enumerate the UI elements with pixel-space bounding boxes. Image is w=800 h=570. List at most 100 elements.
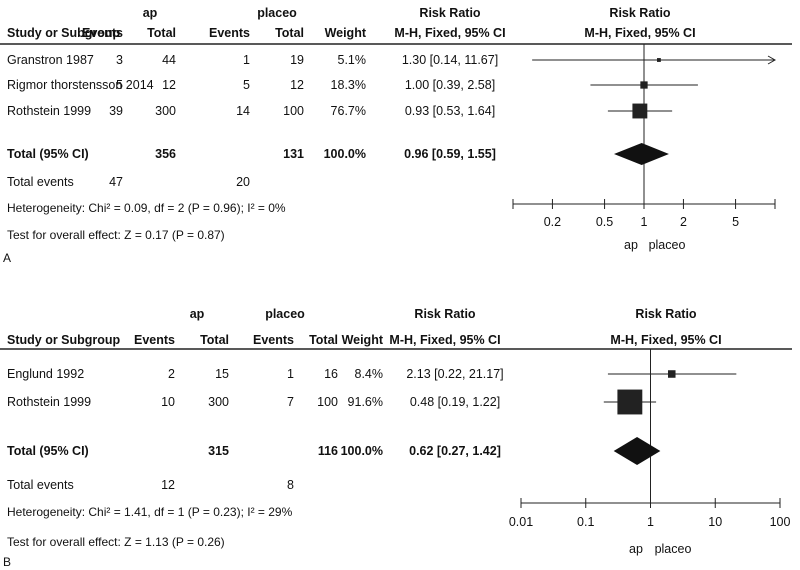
events1-value: 3: [116, 53, 123, 67]
x-tick-label: 0.1: [577, 515, 594, 529]
total-ci: 0.96 [0.59, 1.55]: [404, 147, 496, 161]
total-weight: 100.0%: [324, 147, 366, 161]
overall-effect-text: Test for overall effect: Z = 1.13 (P = 0…: [7, 535, 225, 549]
study-effect-box: [640, 81, 648, 89]
pooled-effect-diamond: [613, 437, 661, 465]
study-header: Study or Subgroup: [7, 26, 121, 40]
total1-value: 12: [162, 78, 176, 92]
weight-value: 5.1%: [338, 53, 367, 67]
study-effect-box: [667, 370, 676, 378]
total1-value: 300: [155, 104, 176, 118]
forest-panel-a: ap placeo Risk Ratio Risk Ratio Study or Sub…: [0, 6, 792, 265]
total-weight: 100.0%: [341, 444, 383, 458]
total1-header: Total: [147, 26, 176, 40]
plot-header: Risk Ratio: [609, 6, 670, 20]
weight-header: Weight: [342, 333, 384, 347]
ci-arrow: [767, 55, 777, 65]
plot-ci-header: M-H, Fixed, 95% CI: [610, 333, 721, 347]
total2-value: 19: [290, 53, 304, 67]
x-tick-label: 1: [641, 215, 648, 229]
study-name: Rigmor thorstensson 2014: [7, 78, 154, 92]
events2-value: 1: [287, 367, 294, 381]
weight-value: 18.3%: [331, 78, 366, 92]
x-tick-label: 0.2: [544, 215, 561, 229]
total2-header: Total: [309, 333, 338, 347]
total-events-label: Total events: [7, 175, 74, 189]
favours-left-label: ap: [629, 542, 643, 556]
x-tick-label: 5: [732, 215, 739, 229]
total2-value: 131: [283, 147, 304, 161]
study-header: Study or Subgroup: [7, 333, 121, 347]
total1-value: 44: [162, 53, 176, 67]
weight-value: 91.6%: [348, 395, 383, 409]
ci-value: 1.00 [0.39, 2.58]: [405, 78, 495, 92]
total-events-label: Total events: [7, 478, 74, 492]
group2-header: placeo: [257, 6, 297, 20]
total2-value: 12: [290, 78, 304, 92]
study-name: Granstron 1987: [7, 53, 94, 67]
forest-panel-b: ap placeo Risk Ratio Risk Ratio Study or Sub…: [0, 307, 792, 569]
total1-header: Total: [200, 333, 229, 347]
plot-header: Risk Ratio: [635, 307, 696, 321]
events1-value: 5: [116, 78, 123, 92]
x-tick-label: 1: [647, 515, 654, 529]
group1-header: ap: [143, 6, 158, 20]
events1-value: 10: [161, 395, 175, 409]
plot-ci-header: M-H, Fixed, 95% CI: [584, 26, 695, 40]
x-tick-label: 100: [770, 515, 791, 529]
heterogeneity-text: Heterogeneity: Chi² = 0.09, df = 2 (P = …: [7, 201, 286, 215]
group1-header: ap: [190, 307, 205, 321]
total-ci: 0.62 [0.27, 1.42]: [409, 444, 501, 458]
ci-value: 0.48 [0.19, 1.22]: [410, 395, 500, 409]
total1-value: 300: [208, 395, 229, 409]
overall-effect-text: Test for overall effect: Z = 0.17 (P = 0…: [7, 228, 225, 242]
total2-value: 16: [324, 367, 338, 381]
x-tick-label: 10: [708, 515, 722, 529]
x-tick-label: 0.01: [509, 515, 533, 529]
events1-header: Events: [134, 333, 175, 347]
study-effect-box: [632, 103, 648, 119]
total-label: Total (95% CI): [7, 147, 89, 161]
favours-left-label: ap: [624, 238, 638, 252]
study-name: Rothstein 1999: [7, 395, 91, 409]
total1-value: 356: [155, 147, 176, 161]
total-events2: 8: [287, 478, 294, 492]
total2-value: 100: [283, 104, 304, 118]
events1-header: Events: [82, 26, 123, 40]
total1-value: 15: [215, 367, 229, 381]
group2-header: placeo: [265, 307, 305, 321]
study-name: Rothstein 1999: [7, 104, 91, 118]
x-tick-label: 2: [680, 215, 687, 229]
x-tick-label: 0.5: [596, 215, 613, 229]
study-name: Englund 1992: [7, 367, 84, 381]
panel-label: B: [3, 555, 11, 569]
total1-value: 315: [208, 444, 229, 458]
events2-header: Events: [253, 333, 294, 347]
weight-value: 8.4%: [355, 367, 384, 381]
study-effect-box: [617, 389, 643, 415]
favours-right-label: placeo: [655, 542, 692, 556]
total-label: Total (95% CI): [7, 444, 89, 458]
total2-header: Total: [275, 26, 304, 40]
pooled-effect-diamond: [613, 143, 669, 165]
events2-value: 1: [243, 53, 250, 67]
weight-value: 76.7%: [331, 104, 366, 118]
ci-value: 0.93 [0.53, 1.64]: [405, 104, 495, 118]
events2-header: Events: [209, 26, 250, 40]
total-events1: 47: [109, 175, 123, 189]
panel-label: A: [3, 251, 11, 265]
events2-value: 14: [236, 104, 250, 118]
ci-value: 2.13 [0.22, 21.17]: [406, 367, 503, 381]
heterogeneity-text: Heterogeneity: Chi² = 1.41, df = 1 (P = …: [7, 505, 293, 519]
weight-header: Weight: [325, 26, 367, 40]
risk-ratio-header: Risk Ratio: [414, 307, 475, 321]
risk-ratio-header: Risk Ratio: [419, 6, 480, 20]
total2-value: 100: [317, 395, 338, 409]
ci-header: M-H, Fixed, 95% CI: [394, 26, 505, 40]
ci-value: 1.30 [0.14, 11.67]: [402, 53, 498, 67]
total-events2: 20: [236, 175, 250, 189]
events1-value: 2: [168, 367, 175, 381]
total-events1: 12: [161, 478, 175, 492]
events2-value: 5: [243, 78, 250, 92]
